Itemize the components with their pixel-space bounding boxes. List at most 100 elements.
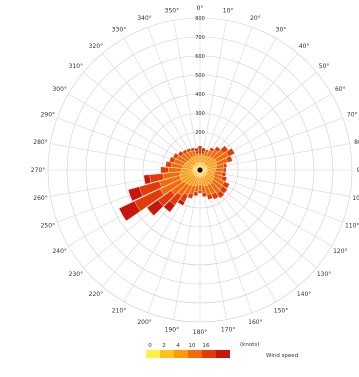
angle-label: 40°	[299, 43, 310, 50]
angle-label: 290°	[41, 112, 55, 119]
wind-bar-segment	[160, 166, 169, 174]
angle-label: 310°	[69, 63, 83, 70]
wind-bar-segment	[172, 152, 179, 159]
legend-swatch	[174, 350, 188, 358]
wind-bar-segment	[118, 200, 141, 222]
angle-label: 210°	[112, 307, 126, 314]
wind-bar-segment	[128, 186, 143, 202]
legend-title: Wind speed	[266, 353, 298, 359]
wind-bar-segment	[209, 147, 215, 152]
wind-bar-segment	[177, 150, 184, 157]
radial-tick-label: 300	[195, 111, 205, 117]
angle-label: 50°	[319, 63, 330, 70]
wind-bar-segment	[222, 167, 227, 173]
wind-bar-segment	[182, 149, 188, 155]
angle-label: 20°	[250, 15, 261, 22]
wind-bars	[118, 145, 235, 222]
angular-gridline	[199, 27, 253, 171]
legend-speed-ticks: 0 2 4 10 16	[148, 343, 210, 349]
wind-bar-segment	[226, 155, 233, 163]
angle-label: 300°	[52, 86, 66, 93]
angle-label: 30°	[276, 27, 287, 34]
wind-bar-segment	[143, 174, 152, 185]
radial-tick-labels: 100 200 300 400 500 600 700 800	[195, 16, 205, 155]
radial-tick-label: 500	[195, 73, 205, 79]
wind-bar-segment	[197, 145, 203, 150]
wind-bar-segment	[163, 200, 176, 213]
angle-label: 340°	[137, 15, 151, 22]
angle-label: 80°	[354, 139, 359, 146]
legend-swatch	[202, 350, 216, 358]
wind-bar-segment	[187, 192, 194, 199]
angle-label: 190°	[165, 327, 179, 334]
angle-label: 230°	[69, 271, 83, 278]
wind-bar-segment	[198, 184, 202, 191]
wind-bar-segment	[168, 167, 182, 173]
angle-labels: 0° 10° 20° 30° 40° 50° 60° 70° 80° 90° 100° 110° 120…	[31, 5, 359, 336]
legend-speed-tick: 10	[189, 343, 196, 349]
angle-label: 280°	[33, 139, 47, 146]
legend-speed-tick: 16	[203, 343, 210, 349]
wind-bar-segment	[220, 176, 228, 182]
radial-tick-label: 600	[195, 54, 205, 60]
angular-gridline	[199, 20, 227, 171]
angle-label: 70°	[347, 112, 358, 119]
angular-gridline	[123, 38, 201, 171]
wind-bar-segment	[219, 186, 228, 194]
wind-bar-segment	[198, 190, 202, 194]
legend-speed-tick: 0	[148, 343, 152, 349]
radial-tick-label: 200	[195, 130, 205, 136]
wind-bar-segment	[193, 191, 199, 197]
wind-bar-segment	[221, 171, 227, 177]
wind-bar-segment	[206, 193, 213, 200]
angle-label: 100°	[352, 195, 359, 202]
wind-bar-segment	[223, 163, 227, 168]
radial-tick-label: 400	[195, 92, 205, 98]
angle-label: 60°	[335, 86, 346, 93]
legend-speed-tick: 2	[162, 343, 166, 349]
wind-bar-segment	[204, 149, 210, 153]
angle-label: 120°	[333, 248, 347, 255]
wind-bar-segment	[146, 199, 164, 216]
angle-label: 140°	[297, 291, 311, 298]
angle-label: 180°	[193, 329, 207, 336]
legend-swatch	[146, 350, 160, 358]
wind-bar-segment	[214, 146, 221, 153]
angular-gridline	[199, 38, 277, 171]
wind-bar-segment	[215, 168, 224, 172]
radial-tick-label: 700	[195, 35, 205, 41]
angle-label: 130°	[317, 271, 331, 278]
angular-gridline	[173, 20, 201, 171]
angle-label: 260°	[33, 195, 47, 202]
angle-label: 220°	[89, 291, 103, 298]
radial-tick-label: 800	[195, 16, 205, 22]
angle-label: 90°	[357, 167, 359, 174]
angle-label: 10°	[223, 8, 234, 15]
angular-gridline	[102, 53, 201, 171]
radial-tick-label: 100	[195, 149, 205, 155]
angle-label: 240°	[52, 248, 66, 255]
angle-label: 150°	[274, 307, 288, 314]
wind-bar-segment	[190, 147, 195, 152]
angle-label: 330°	[112, 27, 126, 34]
wind-bar-segment	[211, 192, 219, 200]
center-dot	[197, 167, 203, 173]
angle-label: 270°	[31, 167, 45, 174]
angle-label: 250°	[41, 222, 55, 229]
angle-label: 350°	[165, 8, 179, 15]
angle-label: 160°	[248, 319, 262, 326]
angle-label: 170°	[221, 327, 235, 334]
wind-bar-segment	[201, 147, 206, 152]
wind-bar-segment	[220, 145, 229, 154]
wind-bar-segment	[222, 181, 230, 189]
wind-bar-segment	[165, 161, 173, 168]
angle-label: 110°	[345, 222, 359, 229]
wind-bar-segment	[194, 147, 199, 152]
legend-swatch	[160, 350, 174, 358]
legend-unit-label: (knots)	[240, 342, 259, 348]
wind-bar-segment	[225, 148, 235, 157]
wind-bar-segment	[169, 156, 176, 163]
legend-swatch	[216, 350, 230, 358]
legend-colorbar	[146, 350, 230, 358]
